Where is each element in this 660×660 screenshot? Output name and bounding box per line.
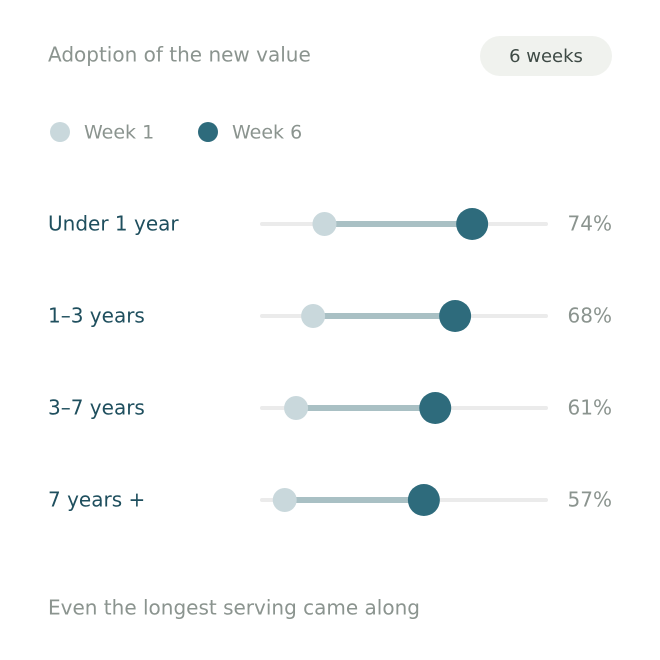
dot-end [439,300,472,332]
legend-swatch [50,122,70,142]
value-label: 61% [568,396,612,420]
category-label: 3–7 years [48,396,145,420]
dot-start [312,212,337,236]
badge-label: 6 weeks [509,46,583,67]
dot-start [284,396,309,420]
value-label: 68% [568,304,612,328]
footnote: Even the longest serving came along [48,596,420,620]
category-label: 7 years + [48,488,145,512]
value-label: 74% [568,212,612,236]
dot-start [272,488,297,512]
chart-title: Adoption of the new value [48,43,311,67]
legend-label: Week 1 [84,122,154,144]
dot-start [301,304,326,328]
dot-end [419,392,452,424]
legend-label: Week 6 [232,122,302,144]
category-label: 1–3 years [48,304,145,328]
dot-end [456,208,489,240]
legend-swatch [198,122,218,142]
value-label: 57% [568,488,612,512]
dot-end [407,484,440,516]
badge [480,36,612,76]
category-label: Under 1 year [48,212,179,236]
